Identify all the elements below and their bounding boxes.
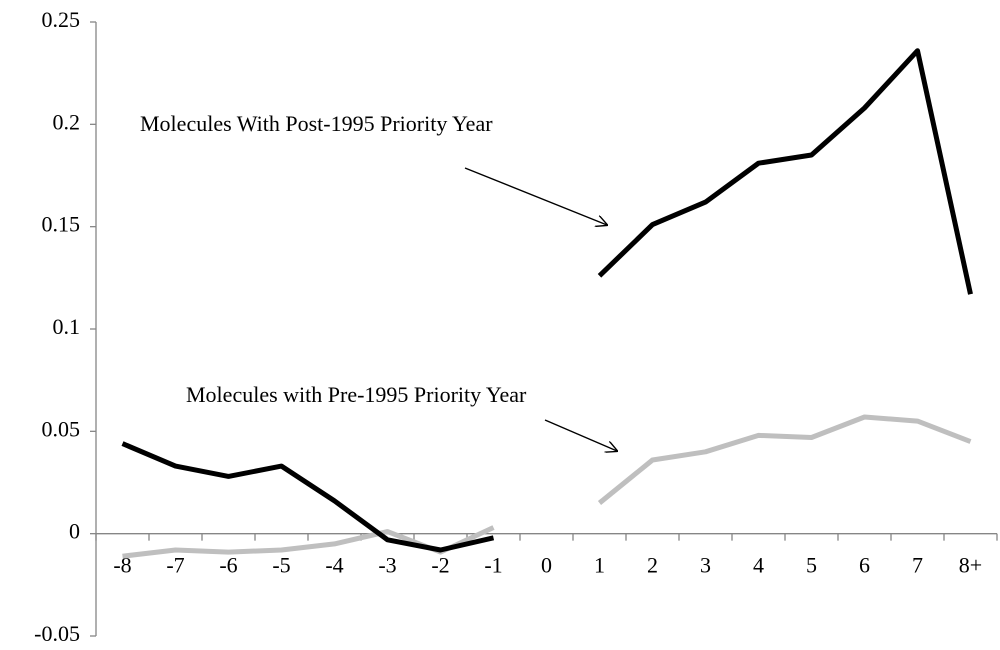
x-tick-label: 6 bbox=[859, 553, 870, 578]
series-line bbox=[121, 48, 973, 553]
y-tick-label: 0.15 bbox=[42, 212, 81, 237]
annotation: Molecules With Post-1995 Priority Year bbox=[140, 111, 493, 136]
y-tick-label: 0.25 bbox=[42, 7, 81, 32]
x-tick-label: 0 bbox=[541, 553, 552, 578]
y-tick-label: 0.2 bbox=[53, 109, 81, 134]
x-tick-label: -2 bbox=[431, 553, 449, 578]
annotation-arrow bbox=[544, 419, 617, 451]
series-line bbox=[122, 414, 972, 559]
x-tick-label: 5 bbox=[806, 553, 817, 578]
y-tick-label: 0.05 bbox=[42, 416, 81, 441]
x-tick-label: -8 bbox=[113, 553, 131, 578]
x-tick-label: -5 bbox=[272, 553, 290, 578]
x-tick-label: 8+ bbox=[959, 553, 982, 578]
x-tick-label: -3 bbox=[378, 553, 396, 578]
annotation: Molecules with Pre-1995 Priority Year bbox=[186, 382, 527, 407]
y-tick-label: 0 bbox=[69, 519, 80, 544]
y-tick-label: -0.05 bbox=[34, 621, 80, 646]
x-tick-label: -7 bbox=[166, 553, 184, 578]
x-tick-label: 1 bbox=[594, 553, 605, 578]
x-tick-label: 7 bbox=[912, 553, 923, 578]
annotation-arrow bbox=[464, 167, 607, 225]
x-tick-label: 2 bbox=[647, 553, 658, 578]
x-tick-label: 3 bbox=[700, 553, 711, 578]
x-tick-label: -4 bbox=[325, 553, 343, 578]
x-tick-label: -1 bbox=[484, 553, 502, 578]
x-tick-label: -6 bbox=[219, 553, 237, 578]
y-tick-label: 0.1 bbox=[53, 314, 81, 339]
x-tick-label: 4 bbox=[753, 553, 764, 578]
